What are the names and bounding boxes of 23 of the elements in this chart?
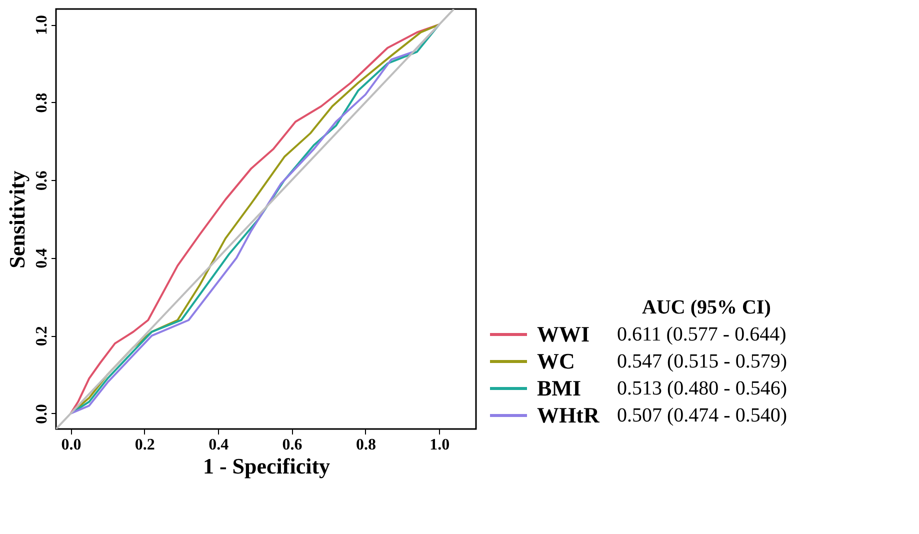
legend-label: WHtR	[537, 402, 600, 428]
x-tick-label: 0.8	[356, 436, 376, 454]
y-tick-label: 0.4	[34, 248, 50, 268]
text: 0.507 (0.474 - 0.540)	[617, 404, 787, 426]
legend-label: WC	[537, 348, 575, 374]
text: 0.547 (0.515 - 0.579)	[617, 350, 787, 372]
legend-label: BMI	[537, 376, 581, 400]
x-tick-label: 0.0	[61, 436, 82, 454]
y-tick-label: 1.0	[34, 15, 50, 36]
x-tick-label: 1.0	[430, 436, 450, 454]
x-tick-label: 0.4	[208, 436, 229, 454]
x-tick-label: 0.2	[134, 436, 155, 454]
legend-label: WWI	[537, 322, 590, 346]
y-tick-label: 0.2	[34, 326, 50, 346]
text: 0.513 (0.480 - 0.546)	[617, 378, 787, 400]
x-axis-title: 1 - Specificity	[202, 454, 330, 478]
y-tick-label: 0.8	[34, 92, 50, 113]
y-tick-label: 0.6	[34, 170, 50, 191]
y-axis-title: Sensitivity	[4, 170, 30, 268]
text: 0.611 (0.577 - 0.644)	[617, 324, 786, 346]
y-tick-label: 0.0	[34, 404, 50, 424]
legend-title: AUC (95% CI)	[642, 296, 771, 318]
x-tick-label: 0.6	[282, 436, 302, 454]
